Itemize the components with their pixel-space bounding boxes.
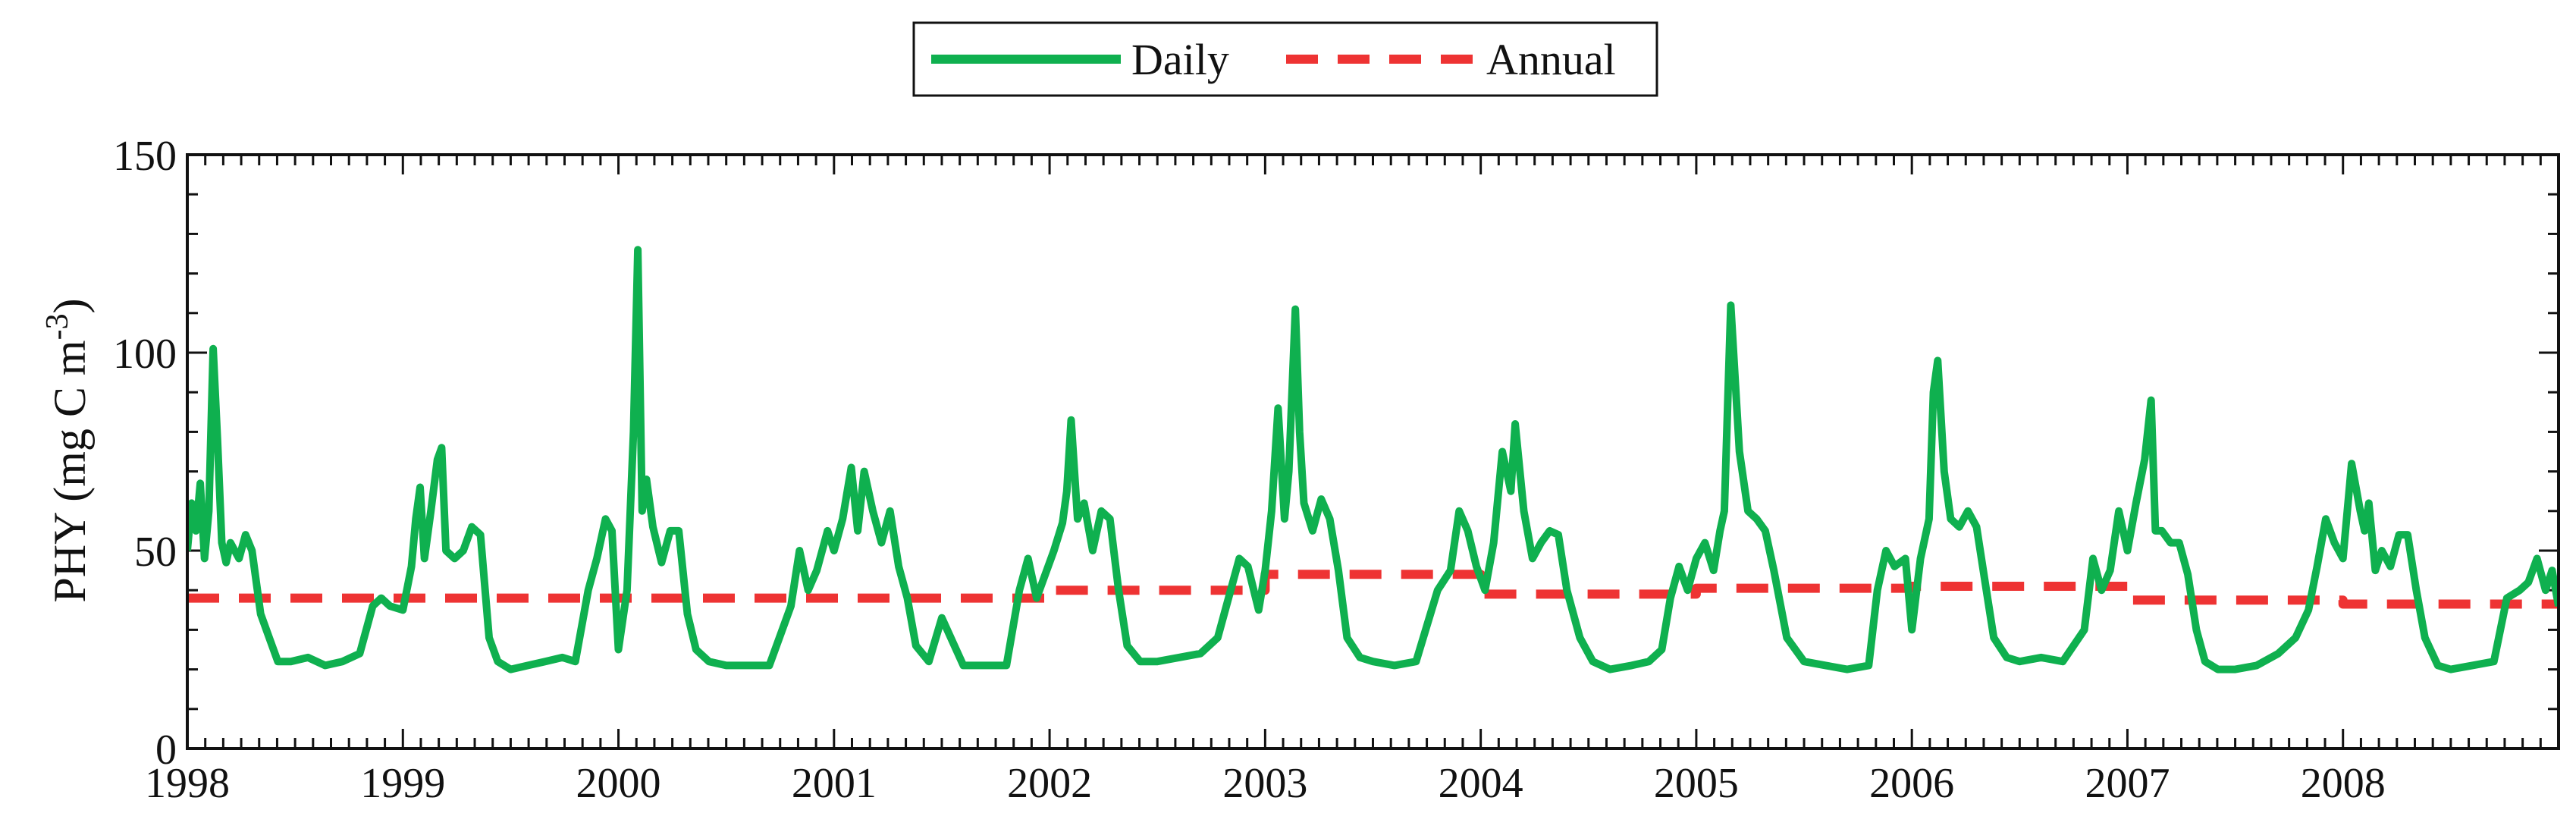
x-tick-label: 1999 xyxy=(360,760,445,807)
x-tick-label: 2000 xyxy=(576,760,661,807)
x-tick-label: 2004 xyxy=(1439,760,1523,807)
x-tick-label: 1998 xyxy=(145,760,230,807)
x-tick-label: 2008 xyxy=(2301,760,2386,807)
y-axis-label-superscript: -3 xyxy=(40,313,75,340)
y-axis-label-main: PHY (mg C m xyxy=(45,340,95,602)
series-line-annual xyxy=(187,570,2559,609)
y-tick-label: 150 xyxy=(113,133,177,180)
series-layer xyxy=(187,246,2559,673)
y-tick-label: 50 xyxy=(134,529,177,576)
series-line-daily xyxy=(187,246,2559,673)
x-tick-label: 2002 xyxy=(1007,760,1092,807)
y-axis-label: PHY (mg C m-3) xyxy=(40,298,95,602)
plot-frame xyxy=(186,153,2560,750)
x-tick-label: 2005 xyxy=(1654,760,1739,807)
legend-label-daily: Daily xyxy=(1131,35,1229,84)
x-tick-label: 2006 xyxy=(1869,760,1954,807)
y-tick-label: 100 xyxy=(113,331,177,378)
x-tick-label: 2007 xyxy=(2085,760,2170,807)
legend: Daily Annual xyxy=(912,21,1658,97)
x-tick-label: 2001 xyxy=(792,760,877,807)
y-tick-label: 0 xyxy=(155,727,177,774)
x-tick-label: 2003 xyxy=(1222,760,1307,807)
y-axis-label-close: ) xyxy=(45,298,95,313)
legend-label-annual: Annual xyxy=(1486,35,1616,84)
ticks-layer: 1998 1999 2000 2001 2002 2003 2004 2005 2006 2007… xyxy=(113,133,2560,807)
